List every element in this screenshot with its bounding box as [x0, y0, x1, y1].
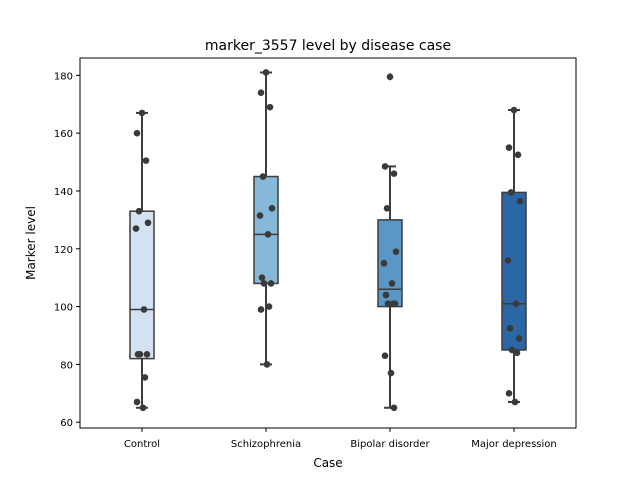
- data-point: [266, 103, 274, 111]
- data-point: [264, 231, 272, 238]
- swarm-points: [256, 69, 276, 368]
- data-point: [382, 291, 390, 299]
- data-point: [392, 248, 400, 255]
- data-point: [259, 173, 267, 180]
- data-point: [133, 129, 141, 137]
- x-axis: Control Schizophrenia Bipolar disorder Majo…: [124, 428, 557, 450]
- data-point: [389, 300, 397, 308]
- swarm-points: [380, 73, 400, 412]
- y-axis-label: Marker level: [24, 206, 38, 280]
- data-point: [511, 398, 519, 406]
- data-point: [506, 324, 514, 332]
- x-axis-label: Case: [313, 456, 342, 470]
- x-tick-label: Control: [124, 439, 160, 450]
- data-point: [390, 404, 398, 412]
- plot-marks: [129, 69, 527, 412]
- data-point: [265, 303, 273, 310]
- data-point: [514, 151, 522, 159]
- y-axis: 60 80 100 120 140 160 180: [54, 71, 80, 429]
- data-point: [136, 350, 144, 358]
- x-tick-label: Major depression: [471, 439, 557, 450]
- data-point: [268, 205, 276, 212]
- data-point: [139, 404, 147, 412]
- data-point: [256, 212, 264, 219]
- data-point: [386, 73, 394, 81]
- swarm-points: [504, 106, 524, 406]
- plot-frame: [79, 57, 577, 429]
- data-point: [140, 306, 148, 313]
- box: [501, 191, 527, 351]
- data-point: [135, 207, 143, 215]
- data-point: [262, 69, 270, 76]
- data-point: [267, 280, 275, 287]
- y-tick-label: 160: [54, 129, 73, 140]
- box: [253, 175, 279, 285]
- y-tick-label: 140: [54, 187, 73, 198]
- data-point: [380, 259, 388, 267]
- data-point: [504, 257, 512, 264]
- data-point: [258, 274, 266, 281]
- data-point: [507, 189, 515, 196]
- box-group: [129, 111, 155, 409]
- y-tick-label: 180: [54, 71, 73, 82]
- data-point: [383, 205, 391, 212]
- data-point: [505, 144, 513, 151]
- data-point: [143, 350, 151, 358]
- y-tick-label: 80: [60, 360, 73, 371]
- y-tick-label: 100: [54, 303, 73, 314]
- data-point: [141, 374, 149, 381]
- swarm-points: [132, 109, 152, 412]
- y-tick-label: 120: [54, 245, 73, 256]
- data-point: [138, 109, 146, 117]
- data-point: [512, 300, 520, 308]
- data-point: [384, 300, 392, 308]
- data-point: [381, 163, 389, 170]
- x-tick-label: Schizophrenia: [231, 439, 301, 450]
- data-point: [388, 280, 396, 287]
- data-point: [142, 157, 150, 164]
- data-point: [387, 369, 395, 377]
- data-point: [515, 335, 523, 342]
- data-point: [257, 89, 265, 96]
- data-point: [516, 197, 524, 205]
- data-point: [133, 398, 141, 406]
- data-point: [513, 349, 521, 357]
- data-point: [381, 352, 389, 360]
- x-tick-label: Bipolar disorder: [350, 439, 430, 450]
- box: [129, 210, 155, 360]
- data-point: [390, 170, 398, 177]
- chart-title: marker_3557 level by disease case: [205, 38, 451, 54]
- data-point: [132, 225, 140, 232]
- data-point: [144, 219, 152, 227]
- data-point: [263, 361, 271, 368]
- data-point: [505, 390, 513, 397]
- data-point: [260, 280, 268, 287]
- data-point: [257, 306, 265, 313]
- data-point: [510, 106, 518, 114]
- data-point: [508, 346, 516, 354]
- y-tick-label: 60: [60, 418, 73, 429]
